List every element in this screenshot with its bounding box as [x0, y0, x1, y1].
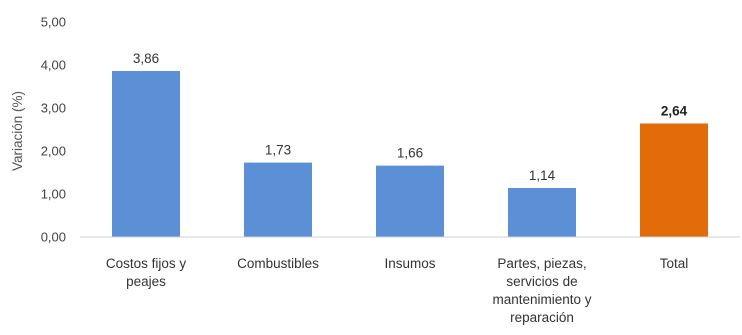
data-label: 1,66	[397, 146, 423, 161]
y-tick-label: 1,00	[41, 187, 66, 202]
x-tick-label: Combustibles	[237, 256, 319, 271]
bar	[508, 187, 576, 237]
y-axis-label: Variación (%)	[10, 91, 25, 171]
x-tick-label: Partes, piezas, servicios de mantenimiento…	[492, 256, 591, 325]
x-axis: Costos fijos y peajes Combustibles Insumos P…	[80, 236, 740, 325]
x-tick-label: Costos fijos y peajes	[106, 256, 187, 289]
bar	[244, 162, 312, 237]
bar	[640, 123, 708, 237]
y-tick-label: 5,00	[41, 15, 66, 30]
y-tick-label: 4,00	[41, 58, 66, 73]
data-label: 1,14	[529, 168, 556, 183]
data-label: 3,86	[133, 51, 159, 66]
bars: 3,86 1,73 1,66 1,14 2,64	[112, 51, 708, 238]
data-label: 1,73	[265, 143, 291, 158]
bar	[376, 165, 444, 237]
y-axis: 0,00 1,00 2,00 3,00 4,00 5,00	[41, 15, 66, 245]
y-tick-label: 0,00	[41, 230, 66, 245]
x-tick-label: Insumos	[384, 256, 435, 271]
bar	[112, 71, 180, 238]
x-tick-label: Total	[660, 256, 689, 271]
data-label: 2,64	[661, 103, 688, 118]
y-tick-label: 2,00	[41, 144, 66, 159]
y-tick-label: 3,00	[41, 101, 66, 116]
